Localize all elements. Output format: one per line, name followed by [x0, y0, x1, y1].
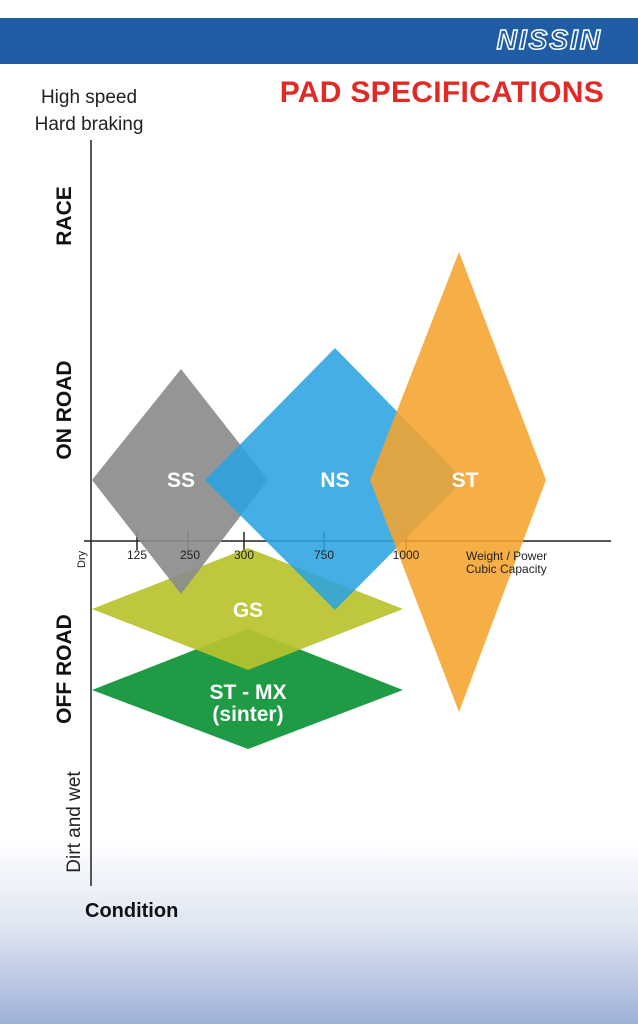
y-axis-top-label: High speed Hard braking	[14, 84, 164, 138]
region-label-race: RACE	[53, 186, 76, 246]
pad-ss-label: SS	[167, 469, 195, 492]
tick-label-125: 125	[127, 548, 147, 562]
pad-st-mx-label: ST - MX	[210, 681, 287, 704]
tick-label-300: 300	[234, 548, 254, 562]
region-label-on-road: ON ROAD	[53, 360, 76, 459]
pad-st-mx-sublabel: (sinter)	[212, 703, 283, 726]
y-axis-top-label-line2: Hard braking	[34, 114, 144, 135]
x-axis-start-label: Dry	[76, 550, 88, 568]
condition-label: Condition	[85, 900, 179, 922]
tick-label-1000: 1000	[393, 548, 420, 562]
pad-ss-diamond	[92, 369, 268, 594]
region-label-off-road: OFF ROAD	[53, 614, 76, 724]
pad-gs-label: GS	[233, 599, 263, 622]
pad-st-mx-diamond	[92, 629, 403, 749]
pad-st-label: ST	[452, 469, 479, 492]
x-axis-label-line1: Weight / Power	[466, 549, 547, 563]
x-axis-label-line2: Cubic Capacity	[466, 562, 547, 576]
nissin-logo: NISSIN	[496, 23, 602, 56]
header-bar: NISSIN	[0, 18, 638, 64]
y-axis-top-label-line1: High speed	[40, 87, 138, 108]
pad-ns-label: NS	[320, 469, 349, 492]
tick-label-250: 250	[180, 548, 200, 562]
tick-label-750: 750	[314, 548, 334, 562]
y-axis-bottom-label: Dirt and wet	[64, 771, 85, 873]
pad-st-diamond	[370, 252, 546, 712]
page-title: PAD SPECIFICATIONS	[279, 76, 604, 109]
